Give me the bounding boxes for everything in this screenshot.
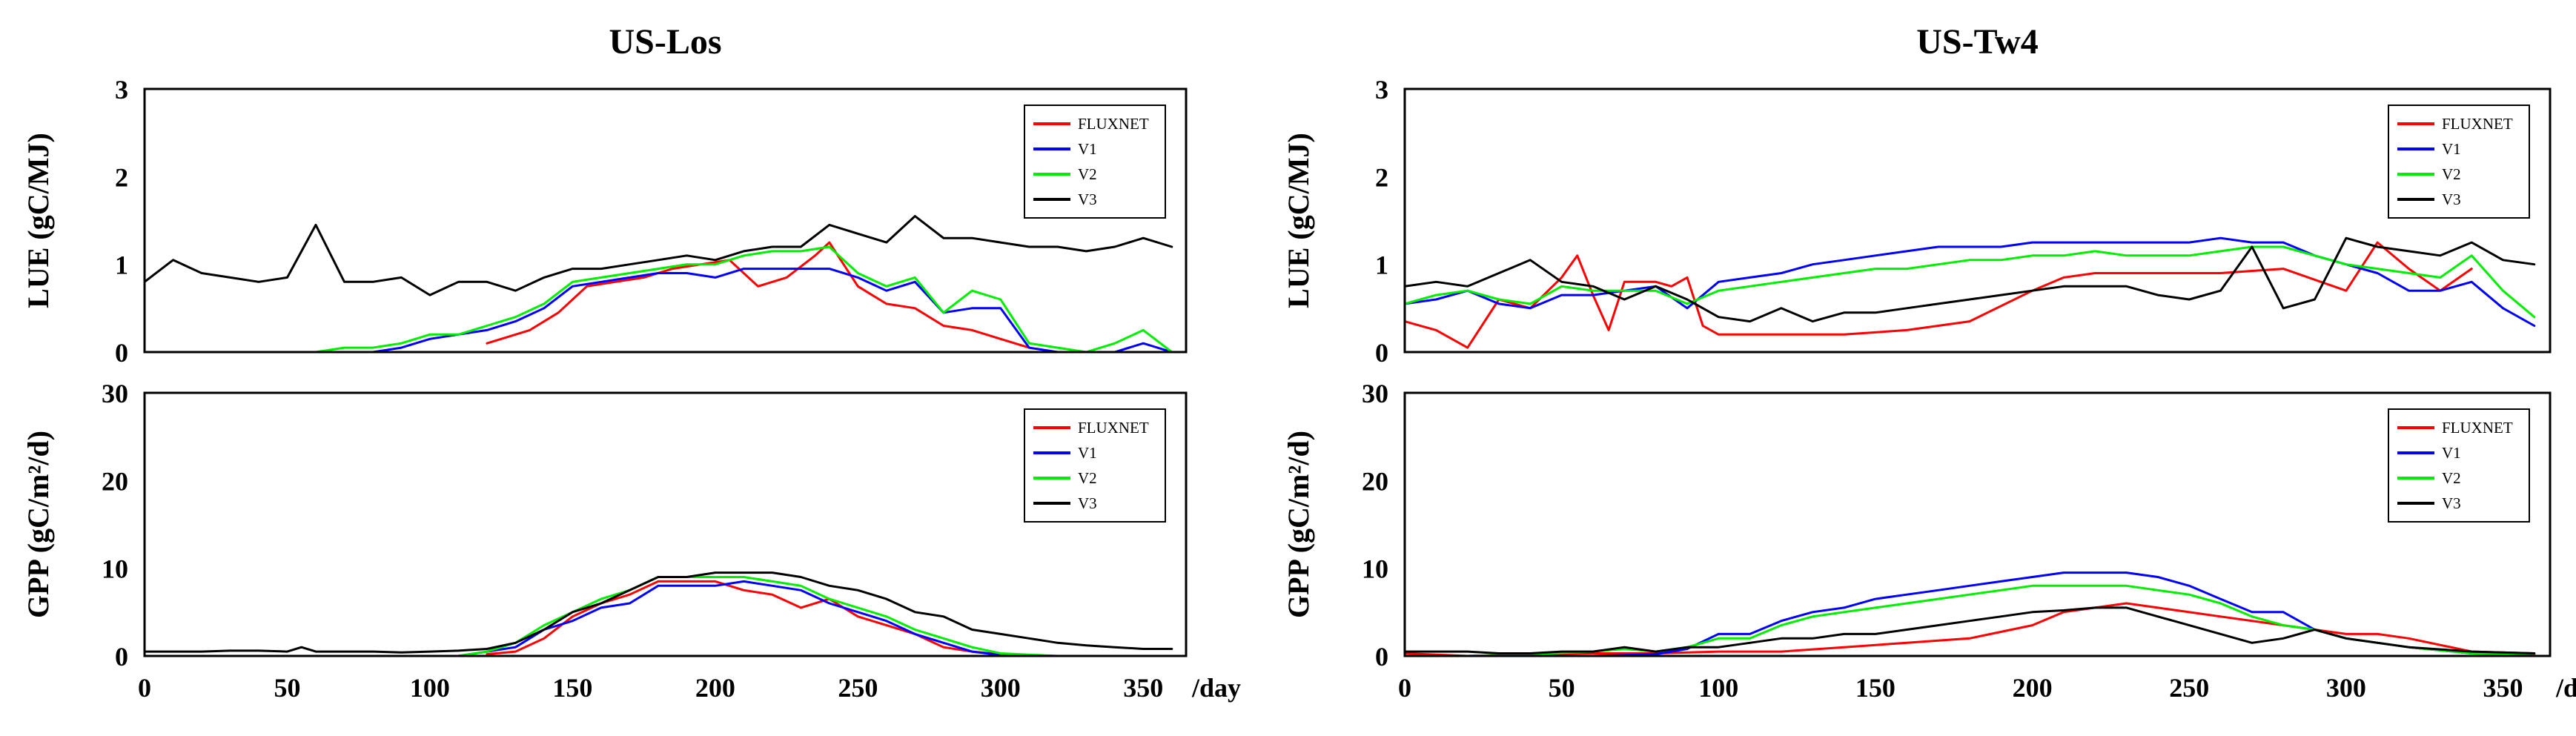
y-tick-label: 0: [115, 338, 128, 368]
series-group: [1405, 571, 2536, 656]
series-line-v2-us-los-gpp: [145, 576, 1173, 656]
legend-label-v2: V2: [1078, 165, 1097, 183]
series-line-fluxnet-us-los-lue: [486, 241, 1030, 349]
legend-label-v2: V2: [2442, 469, 2461, 487]
chart-title: US-Tw4: [1916, 22, 2038, 62]
x-tick-label: 150: [552, 673, 592, 703]
series-group: [1405, 236, 2536, 349]
y-tick-label: 2: [115, 162, 128, 192]
legend-label-v3: V3: [2442, 494, 2461, 512]
legend-label-v1: V1: [1078, 140, 1097, 158]
panel-us-tw4-lue: US-Tw4 LUE (gC/MJ) 0 1 2 3 FLUXNET V1 V2 V3: [1282, 22, 2552, 368]
x-tick-label: 200: [2013, 673, 2053, 703]
legend-label-fluxnet: FLUXNET: [1078, 115, 1149, 133]
legend-label-v3: V3: [1078, 494, 1097, 512]
x-tick-label: 250: [2169, 673, 2209, 703]
series-line-fluxnet-us-los-gpp: [486, 580, 1030, 656]
y-axis-label: LUE (gC/MJ): [1282, 133, 1315, 308]
x-tick-label: 350: [2483, 673, 2523, 703]
y-axis-label: GPP (gC/m²/d): [1282, 431, 1315, 618]
y-tick-label: 0: [115, 642, 128, 672]
legend-label-v3: V3: [1078, 190, 1097, 208]
y-tick-label: 20: [1362, 466, 1388, 496]
series-line-v1-us-tw4-gpp: [1405, 571, 2536, 656]
x-axis-unit: /day: [1191, 673, 1241, 703]
legend-label-v1: V1: [2442, 444, 2461, 462]
x-axis-unit: /day: [2555, 673, 2576, 703]
y-axis-label: GPP (gC/m²/d): [21, 431, 55, 618]
legend: FLUXNET V1 V2 V3: [2388, 408, 2530, 523]
y-tick-label: 3: [1375, 75, 1388, 105]
legend-label-v3: V3: [2442, 190, 2461, 208]
series-line-v3-us-tw4-gpp: [1405, 606, 2536, 654]
series-line-v1-us-los-lue: [145, 268, 1173, 352]
plot-frame: [143, 87, 1188, 354]
x-tick-label: 50: [274, 673, 300, 703]
x-tick-label: 0: [138, 673, 151, 703]
x-tick-label: 350: [1123, 673, 1163, 703]
y-tick-label: 20: [102, 466, 128, 496]
legend-label-v2: V2: [1078, 469, 1097, 487]
legend-label-fluxnet: FLUXNET: [1078, 419, 1149, 437]
x-tick-label: 200: [695, 673, 735, 703]
x-tick-label: 300: [981, 673, 1021, 703]
y-tick-label: 10: [1362, 554, 1388, 584]
y-tick-label: 1: [115, 251, 128, 280]
x-tick-label: 100: [410, 673, 450, 703]
legend: FLUXNET V1 V2 V3: [2388, 105, 2530, 219]
series-line-v1-us-los-gpp: [145, 580, 1173, 656]
legend-label-v2: V2: [2442, 165, 2461, 183]
plot-frame: [1403, 87, 2552, 354]
series-line-v2-us-los-lue: [145, 245, 1173, 352]
y-tick-label: 0: [1375, 642, 1388, 672]
legend-label-fluxnet: FLUXNET: [2442, 115, 2513, 133]
series-line-v3-us-los-lue: [145, 215, 1173, 296]
legend-label-v1: V1: [1078, 444, 1097, 462]
series-line-fluxnet-us-tw4-lue: [1405, 241, 2473, 349]
series-line-v1-us-tw4-lue: [1405, 236, 2536, 327]
x-tick-label: 50: [1549, 673, 1575, 703]
y-tick-label: 3: [115, 75, 128, 105]
plot-frame: [1403, 391, 2552, 657]
legend-label-v1: V1: [2442, 140, 2461, 158]
series-group: [145, 571, 1173, 656]
series-line-v3-us-los-gpp: [145, 571, 1173, 654]
chart-title: US-Los: [609, 22, 721, 62]
series-group: [145, 215, 1173, 352]
legend: FLUXNET V1 V2 V3: [1024, 408, 1166, 523]
y-tick-label: 1: [1375, 251, 1388, 280]
x-tick-label: 300: [2326, 673, 2366, 703]
y-tick-label: 2: [1375, 162, 1388, 192]
y-tick-label: 30: [1362, 379, 1388, 408]
y-tick-label: 30: [102, 379, 128, 408]
y-tick-label: 10: [102, 554, 128, 584]
series-line-fluxnet-us-tw4-gpp: [1405, 602, 2536, 656]
legend-label-fluxnet: FLUXNET: [2442, 419, 2513, 437]
plot-frame: [143, 391, 1188, 657]
y-tick-label: 0: [1375, 338, 1388, 368]
series-line-v3-us-tw4-lue: [1405, 236, 2536, 323]
legend: FLUXNET V1 V2 V3: [1024, 105, 1166, 219]
panel-us-los-lue: US-Los LUE (gC/MJ) 0 1 2 3 FLUXNET V1 V2 V3: [21, 22, 1188, 368]
x-tick-label: 0: [1398, 673, 1411, 703]
series-line-v2-us-tw4-lue: [1405, 245, 2536, 319]
x-tick-label: 250: [838, 673, 878, 703]
x-tick-label: 100: [1698, 673, 1738, 703]
x-tick-label: 150: [1855, 673, 1895, 703]
y-axis-label: LUE (gC/MJ): [21, 133, 55, 308]
